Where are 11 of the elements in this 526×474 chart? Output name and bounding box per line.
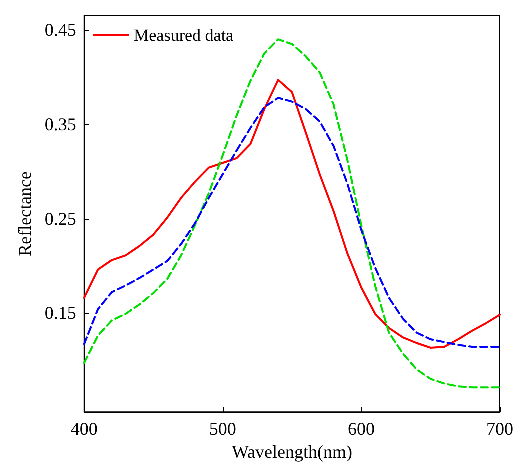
x-tick-label: 400 bbox=[70, 419, 98, 440]
x-tick-label: 700 bbox=[486, 419, 514, 440]
x-axis-title: Wavelength(nm) bbox=[232, 442, 352, 462]
y-tick-label: 0.45 bbox=[44, 20, 76, 40]
y-tick-label: 0.15 bbox=[44, 303, 76, 324]
legend-label: Measured data bbox=[134, 26, 234, 45]
y-tick-label: 0.35 bbox=[44, 114, 76, 134]
x-tick-label: 500 bbox=[209, 419, 236, 440]
y-axis-title: Reflectance bbox=[15, 172, 35, 257]
y-tick-label: 0.25 bbox=[44, 208, 76, 229]
x-tick-label: 600 bbox=[348, 419, 375, 440]
